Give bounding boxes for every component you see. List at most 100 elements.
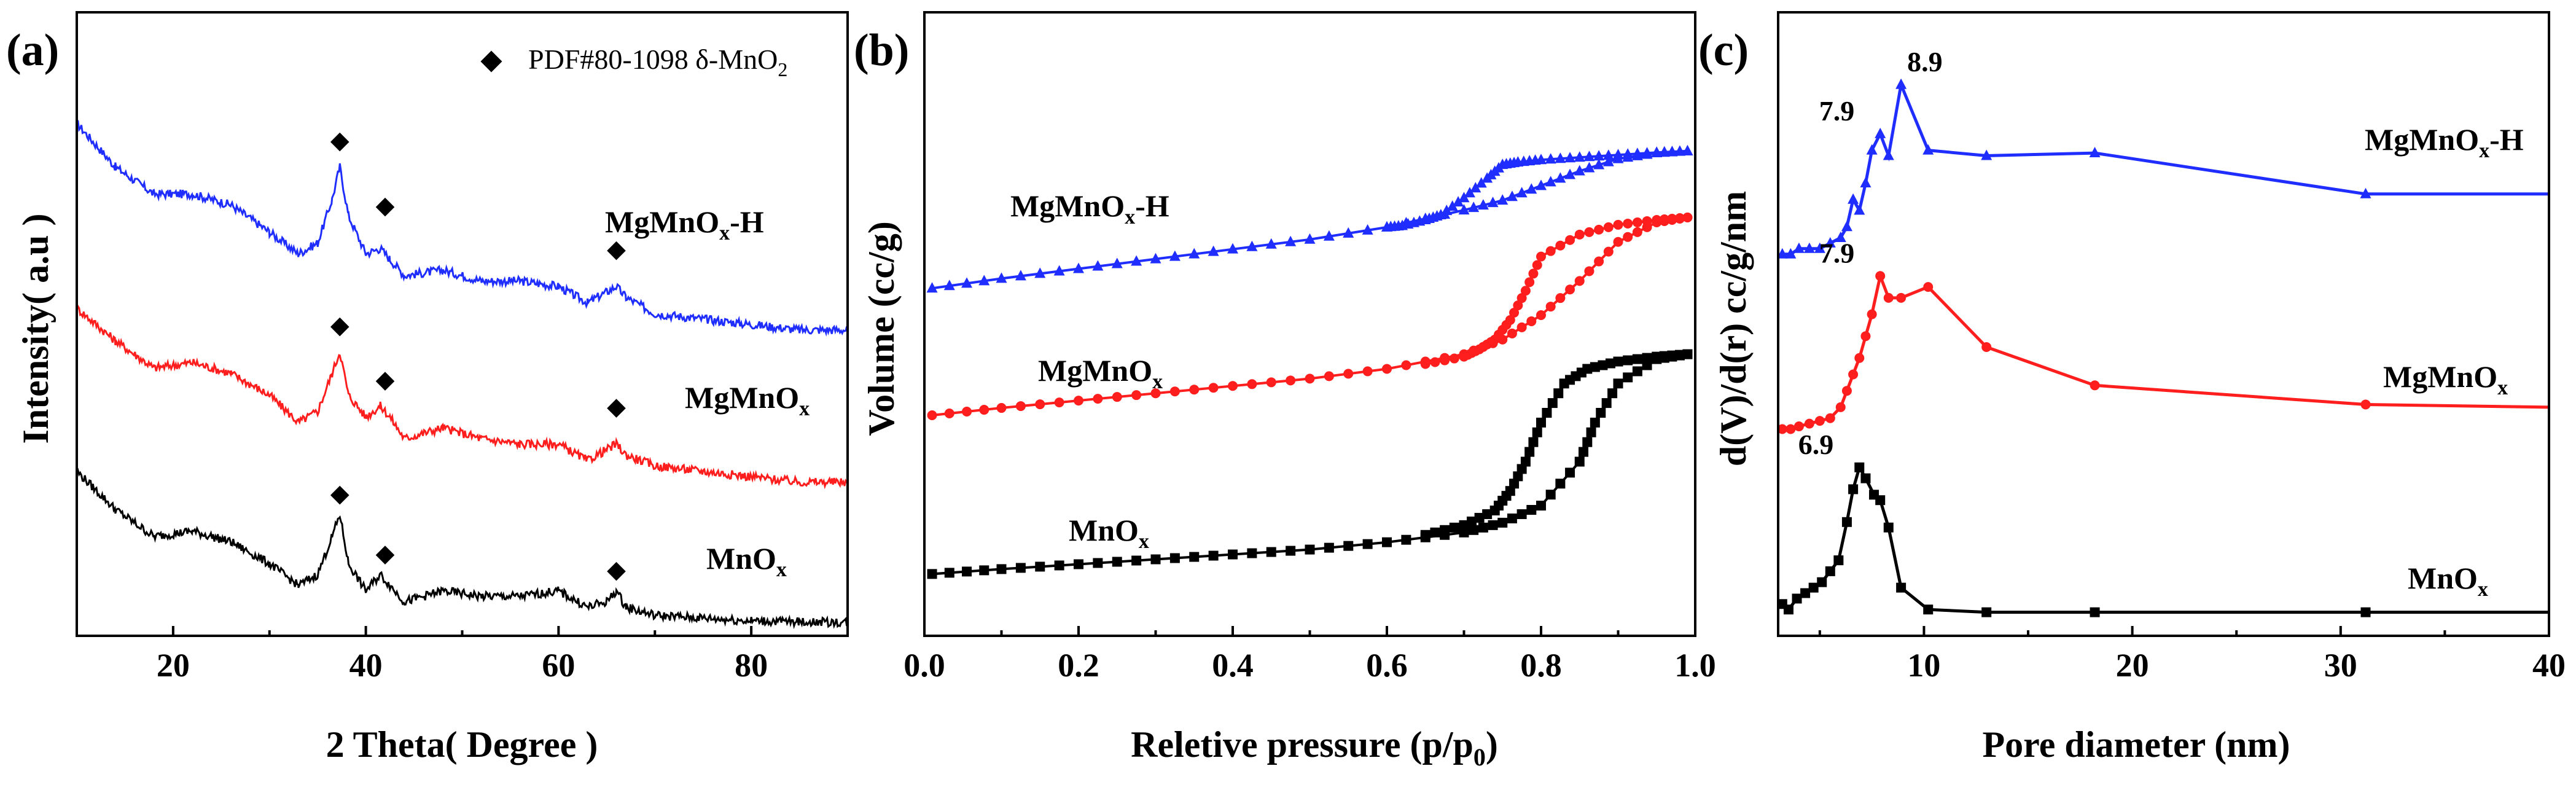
isotherm-point (996, 272, 1007, 283)
isotherm-point (1189, 552, 1200, 562)
isotherm-point (1073, 262, 1084, 273)
isotherm-point (1441, 205, 1453, 216)
isotherm-point (1382, 537, 1392, 547)
isotherm-point (1453, 196, 1464, 207)
peak-label: 7.9 (1819, 95, 1855, 127)
isotherm-point (1112, 392, 1122, 402)
isotherm-point (1659, 351, 1669, 361)
x-tick-label: 60 (542, 647, 575, 684)
psd-point (1923, 282, 1934, 292)
psd-point (1841, 386, 1852, 396)
panel-a-series-label-mnox: MnOx (706, 541, 787, 581)
isotherm-point (1659, 214, 1669, 224)
isotherm-point (1169, 250, 1181, 261)
isotherm-point (1547, 398, 1558, 409)
isotherm-point (927, 410, 937, 420)
psd-point (1777, 424, 1787, 434)
xrd-line-mgmnox (76, 303, 848, 490)
psd-point (1785, 248, 1797, 259)
peak-label: 8.9 (1907, 46, 1943, 77)
isotherm-point (1247, 379, 1257, 389)
isotherm-point (1651, 146, 1663, 157)
isotherm-point (1682, 144, 1693, 155)
isotherm-point (1131, 390, 1142, 401)
psd-point (1867, 309, 1877, 319)
peak-marker: ◆ (376, 539, 395, 567)
isotherm-point (1054, 397, 1064, 408)
isotherm-point (1593, 150, 1605, 161)
panel-a-legend: ◆ PDF#80-1098 δ-MnO2 (480, 44, 787, 80)
psd-point (2090, 380, 2100, 391)
psd-point (1848, 484, 1859, 495)
plot-frame (923, 11, 1696, 637)
isotherm-point (1605, 358, 1615, 369)
isotherm-point (1623, 218, 1633, 229)
isotherm-point (1506, 190, 1518, 201)
psd-point (1860, 177, 1872, 187)
isotherm-point (1208, 245, 1219, 256)
isotherm-desorption-mnox (1425, 353, 1688, 536)
isotherm-point (1015, 270, 1026, 281)
psd-point (1804, 418, 1814, 429)
panel-c-plot: 7.9 8.9 7.9 6.9 (1776, 46, 2550, 617)
psd-point (1793, 242, 1805, 253)
psd-point (1875, 127, 1886, 138)
psd-point (1981, 607, 1992, 617)
x-tick-label: 20 (157, 647, 190, 684)
isotherm-point (1343, 227, 1354, 238)
psd-point (1848, 369, 1859, 380)
psd-point (1848, 193, 1859, 204)
isotherm-point (1632, 227, 1642, 237)
psd-point (1835, 232, 1846, 242)
isotherm-point (1553, 388, 1564, 399)
isotherm-point (1015, 563, 1026, 573)
isotherm-point (1265, 238, 1277, 249)
panel-b-xlabel: Reletive pressure (p/p0) (1131, 724, 1498, 771)
isotherm-point (1343, 541, 1354, 551)
isotherm-point (1266, 377, 1276, 388)
isotherm-point (1652, 351, 1662, 362)
isotherm-point (1555, 152, 1566, 163)
isotherm-point (1524, 277, 1535, 287)
isotherm-point (1682, 213, 1693, 222)
isotherm-point (1507, 513, 1517, 523)
isotherm-point (1642, 353, 1652, 363)
isotherm-point (1208, 383, 1219, 393)
isotherm-point (1035, 399, 1045, 410)
isotherm-point (1594, 224, 1604, 235)
psd-point (1808, 582, 1819, 593)
isotherm-point (1305, 544, 1315, 555)
isotherm-point (1150, 252, 1161, 264)
psd-point (1883, 149, 1894, 160)
isotherm-point (962, 566, 972, 577)
isotherm-point (1054, 560, 1064, 571)
panel-c-series-label-mnox: MnOx (2408, 561, 2488, 601)
isotherm-point (1459, 351, 1469, 362)
isotherm-point (1555, 479, 1566, 489)
psd-point (1981, 149, 1992, 160)
isotherm-point (1111, 257, 1123, 268)
psd-point (1841, 517, 1852, 527)
isotherm-point (1682, 349, 1693, 359)
isotherm-point (1598, 360, 1608, 370)
panel-b-axes: 0.0 0.2 0.4 0.6 0.8 1.0 (904, 11, 1716, 684)
x-tick-label: 80 (735, 647, 768, 684)
isotherm-desorption-mgmnox (1425, 216, 1688, 366)
x-tick-label: 40 (349, 647, 383, 684)
isotherm-point (1545, 153, 1556, 164)
isotherm-point (1401, 534, 1411, 545)
psd-point (1923, 604, 1934, 615)
isotherm-point (1459, 520, 1469, 530)
isotherm-point (1475, 177, 1487, 188)
peak-marker: ◆ (330, 480, 349, 507)
isotherm-point (1574, 456, 1585, 467)
isotherm-point (1324, 542, 1334, 553)
isotherm-point (1227, 243, 1238, 254)
isotherm-point (1526, 316, 1537, 326)
isotherm-point (1189, 385, 1200, 395)
isotherm-point (1555, 240, 1566, 251)
panel-c-label: (c) (1698, 25, 1749, 76)
psd-point (1800, 588, 1811, 598)
peak-marker: ◆ (607, 393, 626, 420)
isotherm-point (1579, 447, 1589, 457)
